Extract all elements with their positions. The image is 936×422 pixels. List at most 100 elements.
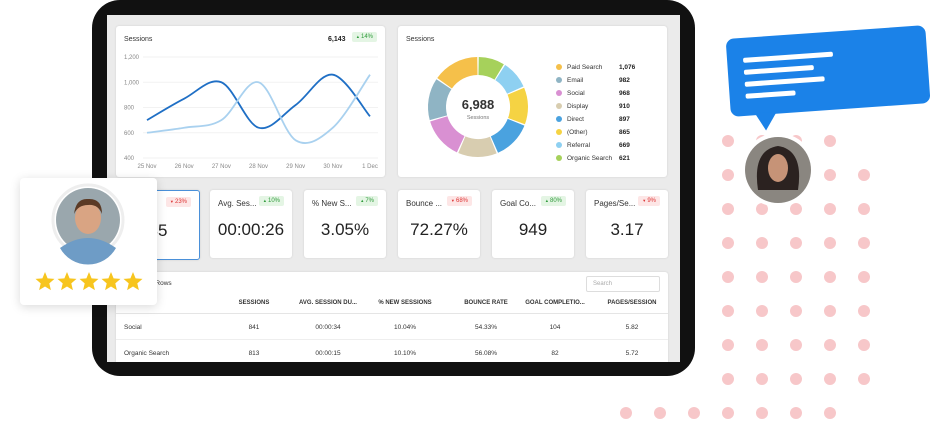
legend-dot xyxy=(556,142,562,148)
search-box[interactable]: Search xyxy=(586,276,660,292)
kpi-card: % New S... ▲ 7% 3.05% xyxy=(304,190,386,258)
dot xyxy=(824,407,836,419)
dot xyxy=(858,373,870,385)
table-cell: 82 xyxy=(551,350,559,357)
donut-total-label: Sessions xyxy=(467,115,490,121)
donut-segment xyxy=(478,57,504,80)
reviewer-card xyxy=(20,178,157,305)
donut-segment xyxy=(494,64,524,95)
legend-dot xyxy=(556,90,562,96)
chart-title: Sessions xyxy=(406,36,435,43)
dot xyxy=(858,203,870,215)
kpi-label: Avg. Ses... xyxy=(218,199,257,208)
y-tick-label: 1,000 xyxy=(124,80,140,86)
kpi-card: Bounce ... ▼ 68% 72.27% xyxy=(398,190,480,258)
change-badge: ▼ 23% xyxy=(165,197,191,207)
table-cell: Organic Search xyxy=(124,350,170,357)
dot xyxy=(722,237,734,249)
chat-bubble xyxy=(726,25,931,131)
legend-dot xyxy=(556,155,562,161)
donut-segment xyxy=(428,79,452,121)
dot xyxy=(858,305,870,317)
kpi-value: 3.05% xyxy=(320,220,370,239)
legend-label: Social xyxy=(567,90,585,97)
donut-total: 6,988 xyxy=(462,97,495,112)
kpi-label: Pages/Se... xyxy=(594,199,636,208)
legend-dot xyxy=(556,103,562,109)
column-header: AVG. SESSION DU... xyxy=(299,300,357,306)
dot xyxy=(790,271,802,283)
badge-text: 10% xyxy=(267,198,280,204)
kpi-card: Pages/Se... ▼ 9% 3.17 xyxy=(586,190,668,258)
legend-value: 1,076 xyxy=(619,64,636,71)
badge-arrow: ▼ xyxy=(169,199,175,204)
dot xyxy=(654,407,666,419)
dot xyxy=(756,407,768,419)
kpi-value: 72.27% xyxy=(410,220,468,239)
kpi-value: 00:00:26 xyxy=(217,220,285,239)
star xyxy=(57,272,77,291)
bubble-line xyxy=(745,90,796,99)
badge-arrow: ▼ xyxy=(642,198,648,203)
badge-text: 9% xyxy=(647,198,656,204)
kpi-card: Avg. Ses... ▲ 10% 00:00:26 xyxy=(210,190,292,258)
donut-segment xyxy=(490,118,525,153)
dot xyxy=(824,135,836,147)
line-series xyxy=(146,73,371,130)
donut-segment xyxy=(507,87,528,125)
dot xyxy=(824,305,836,317)
table-cell: 00:00:34 xyxy=(315,324,341,331)
legend-value: 865 xyxy=(619,129,630,136)
badge-text: 23% xyxy=(174,199,187,205)
dot xyxy=(858,237,870,249)
x-tick-label: 1 Dec xyxy=(362,164,378,170)
badge-text: 68% xyxy=(455,198,468,204)
kpi-label: Goal Co... xyxy=(500,199,537,208)
reviewer xyxy=(35,183,143,291)
badge-arrow: ▲ xyxy=(544,198,550,203)
legend-label: Organic Search xyxy=(567,155,613,162)
dot xyxy=(858,271,870,283)
dot xyxy=(790,203,802,215)
legend-value: 897 xyxy=(619,116,630,123)
legend-value: 621 xyxy=(619,155,630,162)
column-header: BOUNCE RATE xyxy=(464,300,508,306)
legend-dot xyxy=(556,116,562,122)
table-cell: 10.04% xyxy=(393,324,417,331)
table-cell: 813 xyxy=(248,350,260,357)
table-cell: 10.10% xyxy=(393,350,417,357)
dot xyxy=(790,305,802,317)
star xyxy=(101,272,121,291)
table-cell: 54.33% xyxy=(474,324,498,331)
legend-value: 968 xyxy=(619,90,630,97)
dot xyxy=(756,271,768,283)
dot xyxy=(722,339,734,351)
donut-segment xyxy=(437,57,479,89)
badge-text: 14% xyxy=(360,34,373,40)
legend-label: Paid Search xyxy=(567,64,603,71)
dot xyxy=(722,407,734,419)
star xyxy=(79,272,99,291)
kpi-value: 949 xyxy=(518,220,548,239)
x-tick-label: 26 Nov xyxy=(175,164,194,170)
row-rule xyxy=(116,339,668,340)
line-card: Sessions 6,143 1,200 1,000 800 600 400 25 Nov 26… xyxy=(116,26,385,177)
y-tick-label: 600 xyxy=(124,131,135,137)
change-badge: ▲ 80% xyxy=(540,196,566,206)
dot xyxy=(824,339,836,351)
table-cell: 00:00:15 xyxy=(315,350,341,357)
screen: Sessions 6,143 1,200 1,000 800 600 400 25 Nov 26… xyxy=(107,15,680,362)
dot xyxy=(824,203,836,215)
table-cell: Social xyxy=(124,324,142,331)
change-badge: ▼ 9% xyxy=(638,196,660,206)
column-header: % NEW SESSIONS xyxy=(378,300,432,306)
dot xyxy=(756,237,768,249)
legend-dot xyxy=(556,64,562,70)
column-header: PAGES/SESSION xyxy=(607,300,657,306)
dot xyxy=(722,203,734,215)
y-tick-label: 1,200 xyxy=(124,55,140,61)
dot xyxy=(824,237,836,249)
rows-label: 8 Rows xyxy=(150,280,172,287)
legend-label: (Other) xyxy=(567,129,588,136)
badge-text: 7% xyxy=(365,198,374,204)
